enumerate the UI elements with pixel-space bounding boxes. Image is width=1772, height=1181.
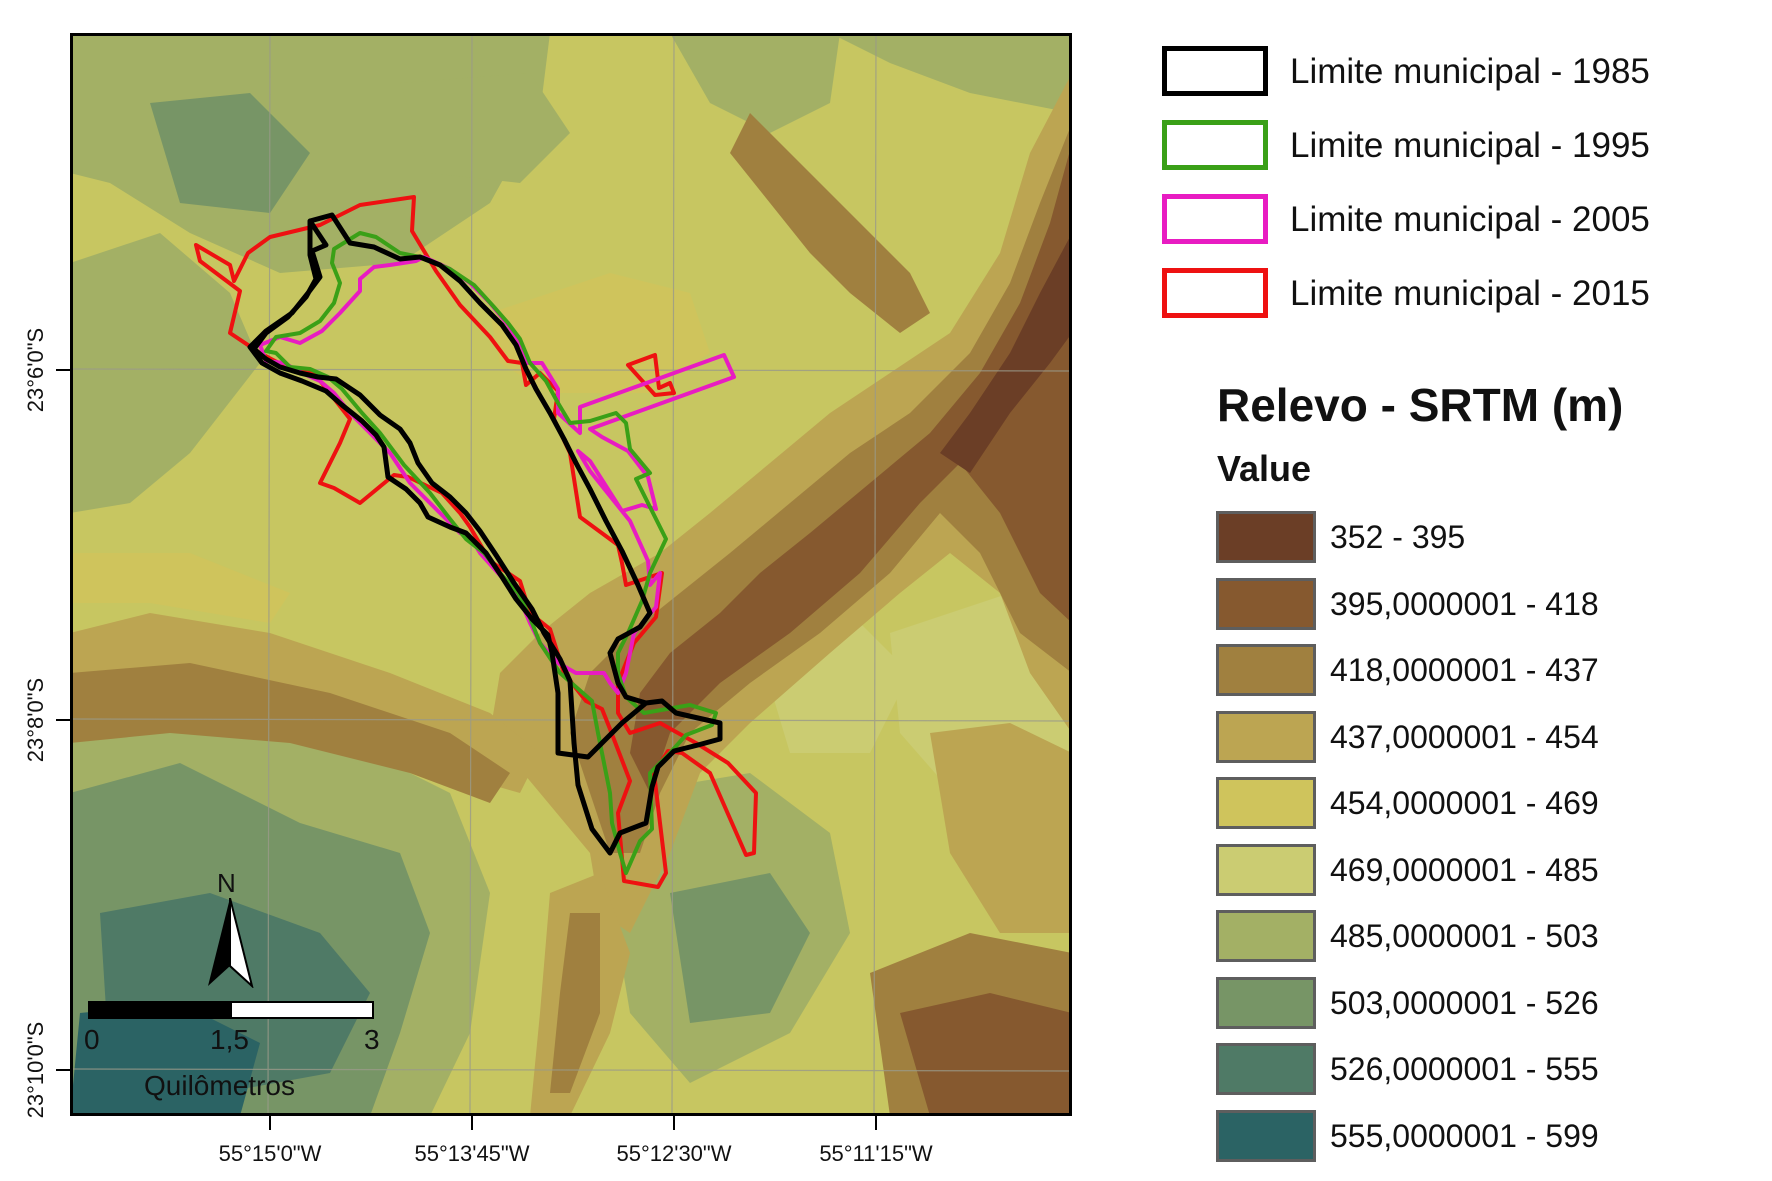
relief-class: 526,0000001 - 555 [1214, 1043, 1734, 1103]
relief-legend-subtitle: Value [1217, 448, 1312, 489]
legend-label: Limite municipal - 2015 [1290, 274, 1650, 313]
relief-swatch [1216, 910, 1316, 962]
legend-item-1985: Limite municipal - 1985 [1160, 42, 1720, 102]
legend-label: Limite municipal - 2005 [1290, 200, 1650, 239]
relief-class: 437,0000001 - 454 [1214, 711, 1734, 771]
relief-swatch [1216, 777, 1316, 829]
relief-class: 418,0000001 - 437 [1214, 644, 1734, 704]
relief-class: 352 - 395 [1214, 511, 1734, 571]
legend-swatch [1162, 120, 1268, 170]
relief-swatch [1216, 578, 1316, 630]
boundary-1985-east [309, 212, 653, 706]
legend-item-2015: Limite municipal - 2015 [1160, 264, 1720, 324]
relief-class-label: 555,0000001 - 599 [1330, 1118, 1599, 1154]
relief-class-label: 526,0000001 - 555 [1330, 1051, 1599, 1087]
legend-item-1995: Limite municipal - 1995 [1160, 116, 1720, 176]
boundary-2015-annex [626, 353, 676, 397]
legend-item-2005: Limite municipal - 2005 [1160, 190, 1720, 250]
legend-label: Limite municipal - 1985 [1290, 52, 1650, 91]
legend-swatch [1162, 268, 1268, 318]
relief-class: 503,0000001 - 526 [1214, 977, 1734, 1037]
relief-class-label: 454,0000001 - 469 [1330, 785, 1599, 821]
relief-class: 555,0000001 - 599 [1214, 1110, 1734, 1170]
x-tick-label: 55°13'45"W [414, 1141, 530, 1166]
relief-class: 395,0000001 - 418 [1214, 578, 1734, 638]
legend-swatch [1162, 46, 1268, 96]
relief-class-label: 437,0000001 - 454 [1330, 719, 1599, 755]
relief-class-label: 395,0000001 - 418 [1330, 586, 1599, 622]
relief-swatch [1216, 844, 1316, 896]
relief-swatch [1216, 644, 1316, 696]
relief-swatch [1216, 1043, 1316, 1095]
x-tick-label: 55°15'0"W [218, 1141, 322, 1166]
relief-class: 469,0000001 - 485 [1214, 844, 1734, 904]
scale-label-max: 3 [364, 1024, 380, 1055]
legend-label: Limite municipal - 1995 [1290, 126, 1650, 165]
y-tick-label: 23°10'0"S [23, 1021, 48, 1119]
graticule [70, 33, 1072, 1116]
relief-swatch [1216, 1110, 1316, 1162]
relief-legend-title: Relevo - SRTM (m) [1217, 379, 1624, 431]
north-arrow-icon [208, 898, 254, 988]
map-border [70, 33, 1072, 1116]
y-tick-label: 23°8'0"S [23, 677, 48, 763]
relief-class-label: 418,0000001 - 437 [1330, 652, 1599, 688]
relief-map [70, 33, 1072, 1116]
north-label: N [217, 868, 236, 898]
legend-swatch [1162, 194, 1268, 244]
scale-bar: 0 1,5 3 Quilômetros [84, 1000, 404, 1110]
relief-class: 485,0000001 - 503 [1214, 910, 1734, 970]
relief-class: 454,0000001 - 469 [1214, 777, 1734, 837]
y-tick-label: 23°6'0"S [23, 327, 48, 413]
relief-class-label: 485,0000001 - 503 [1330, 918, 1599, 954]
relief-class-label: 469,0000001 - 485 [1330, 852, 1599, 888]
relief-swatch [1216, 977, 1316, 1029]
relief-swatch [1216, 511, 1316, 563]
scale-label-mid: 1,5 [210, 1024, 249, 1055]
relief-class-label: 503,0000001 - 526 [1330, 985, 1599, 1021]
boundary-2015 [194, 195, 758, 889]
scale-label-0: 0 [84, 1024, 100, 1055]
boundary-1985 [247, 218, 723, 856]
x-tick-label: 55°11'15"W [819, 1141, 933, 1166]
scale-unit: Quilômetros [144, 1070, 295, 1101]
scale-bar-graphic [88, 1001, 374, 1019]
relief-class-label: 352 - 395 [1330, 519, 1466, 555]
relief-swatch [1216, 711, 1316, 763]
x-tick-label: 55°12'30"W [616, 1141, 732, 1166]
north-arrow: N [205, 868, 255, 988]
